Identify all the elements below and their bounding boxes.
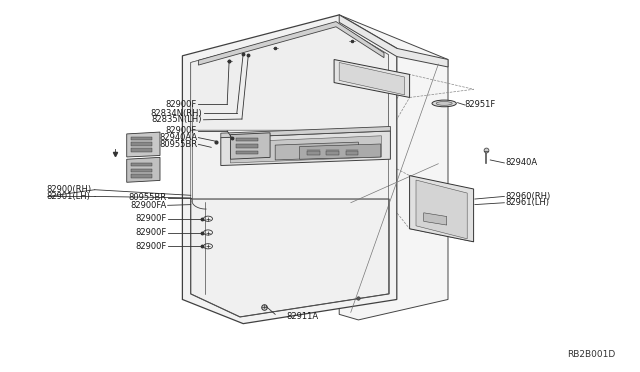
Text: 82960(RH): 82960(RH) bbox=[506, 192, 551, 201]
Text: 80955BR: 80955BR bbox=[128, 193, 166, 202]
Polygon shape bbox=[221, 131, 390, 166]
Polygon shape bbox=[230, 136, 381, 163]
Text: 82834N(RH): 82834N(RH) bbox=[150, 109, 202, 118]
Polygon shape bbox=[339, 62, 404, 95]
Polygon shape bbox=[230, 133, 270, 159]
Ellipse shape bbox=[432, 100, 456, 107]
Bar bbox=[131, 169, 152, 172]
Bar bbox=[131, 137, 152, 140]
Bar bbox=[326, 151, 339, 155]
Polygon shape bbox=[127, 157, 160, 182]
Text: RB2B001D: RB2B001D bbox=[568, 350, 616, 359]
Text: 82900FA: 82900FA bbox=[130, 201, 166, 210]
Text: 82911A: 82911A bbox=[287, 312, 319, 321]
Text: 82900F: 82900F bbox=[135, 214, 166, 223]
Text: 82900F: 82900F bbox=[135, 228, 166, 237]
Polygon shape bbox=[191, 199, 389, 317]
Text: 82940AA: 82940AA bbox=[159, 133, 197, 142]
Text: 82900F: 82900F bbox=[166, 100, 197, 109]
Bar bbox=[131, 142, 152, 146]
Text: 82900(RH): 82900(RH) bbox=[47, 185, 92, 194]
Polygon shape bbox=[339, 15, 448, 320]
Polygon shape bbox=[198, 22, 384, 65]
Bar bbox=[236, 144, 258, 148]
Text: 80955BR: 80955BR bbox=[159, 140, 197, 149]
Polygon shape bbox=[410, 176, 474, 242]
Polygon shape bbox=[300, 144, 381, 159]
Text: 82835N(LH): 82835N(LH) bbox=[152, 115, 202, 124]
Ellipse shape bbox=[436, 102, 452, 105]
Text: 82900F: 82900F bbox=[166, 126, 197, 135]
Polygon shape bbox=[334, 60, 410, 97]
Bar bbox=[131, 163, 152, 166]
Polygon shape bbox=[339, 15, 448, 67]
Bar bbox=[346, 151, 358, 155]
Text: 82961(LH): 82961(LH) bbox=[506, 198, 550, 207]
Text: 82901(LH): 82901(LH) bbox=[47, 192, 91, 201]
Polygon shape bbox=[127, 132, 160, 157]
Bar bbox=[236, 138, 258, 141]
Polygon shape bbox=[221, 126, 390, 138]
Polygon shape bbox=[416, 180, 467, 239]
Polygon shape bbox=[182, 15, 397, 324]
Bar bbox=[307, 151, 320, 155]
Bar bbox=[236, 151, 258, 154]
Bar bbox=[131, 174, 152, 178]
Polygon shape bbox=[275, 142, 358, 160]
Text: 82951F: 82951F bbox=[465, 100, 496, 109]
Polygon shape bbox=[424, 213, 447, 225]
Polygon shape bbox=[191, 23, 388, 130]
Text: 82940A: 82940A bbox=[506, 158, 538, 167]
Text: 82900F: 82900F bbox=[135, 242, 166, 251]
Bar bbox=[131, 148, 152, 152]
